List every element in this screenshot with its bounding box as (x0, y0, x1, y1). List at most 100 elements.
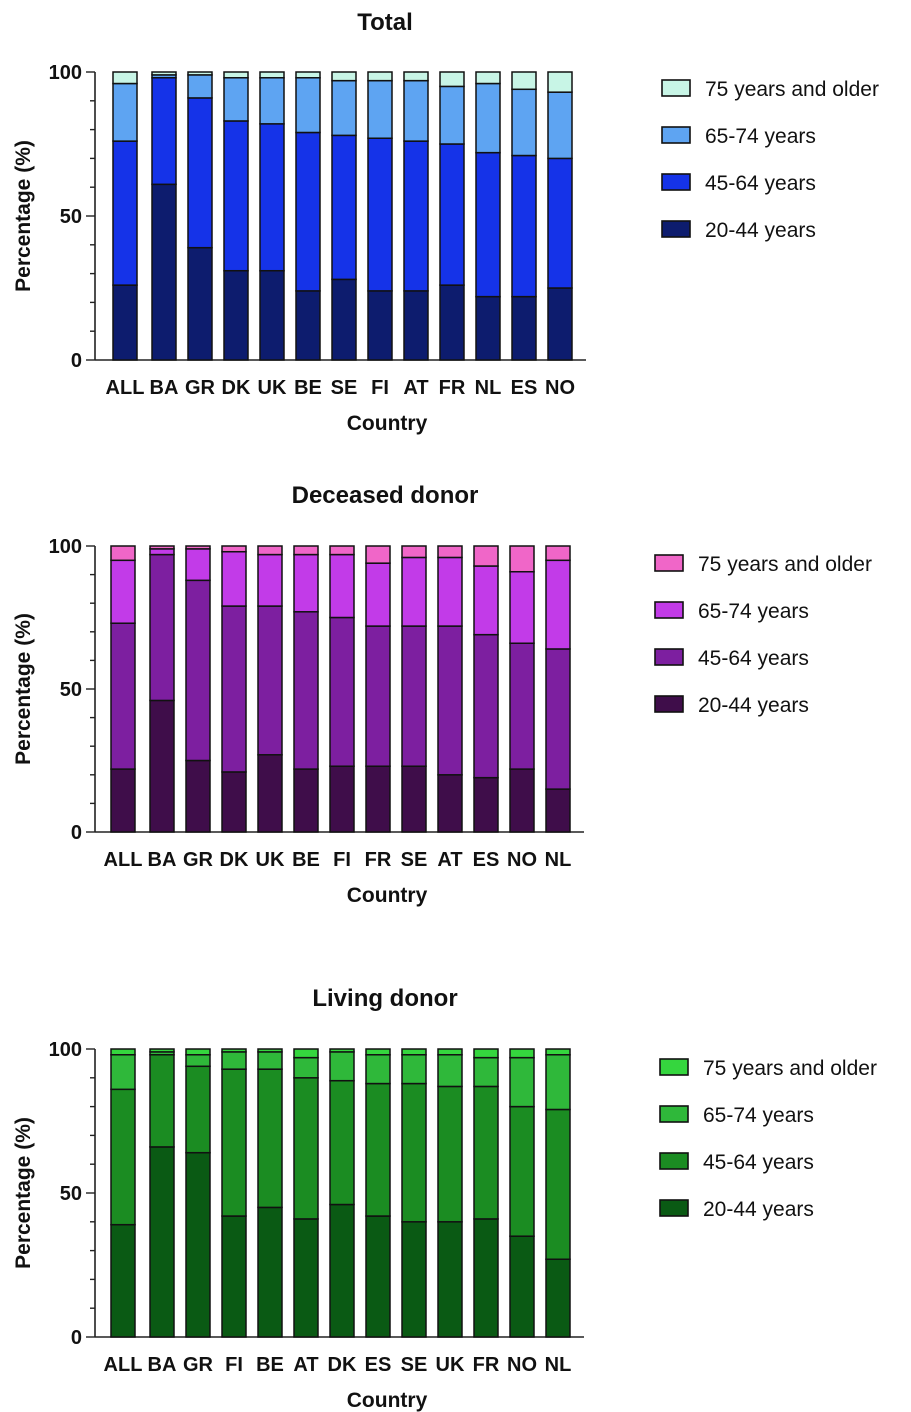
bar-segment-dk-1 (329, 1203, 355, 1338)
bar-segment-be-3 (293, 553, 319, 613)
bar-segment-at-4 (293, 1048, 319, 1059)
bar-segment-no-1 (509, 768, 535, 833)
bar-segment-be-4 (295, 71, 321, 79)
bar-segment-fi-1 (329, 765, 355, 833)
bar-segment-fi-2 (329, 616, 355, 767)
x-tick-label: SE (331, 377, 358, 399)
legend-swatch (659, 1058, 689, 1076)
legend-swatch (654, 554, 684, 572)
bar-segment-gr-1 (185, 759, 211, 833)
legend-swatch (654, 648, 684, 666)
bar-segment-fr-2 (473, 1085, 499, 1220)
bar-segment-gr-2 (185, 579, 211, 762)
bar-segment-all-4 (112, 71, 138, 85)
bar-segment-gr-1 (185, 1151, 211, 1338)
bar-segment-nl-4 (475, 71, 501, 85)
x-tick-label: GR (183, 1354, 214, 1376)
bar-segment-at-1 (293, 1218, 319, 1338)
x-tick-label: FI (333, 849, 351, 871)
x-tick-label: SE (401, 1354, 428, 1376)
bar-segment-be-1 (295, 290, 321, 361)
bar-segment-se-4 (331, 71, 357, 82)
bar-segment-es-4 (365, 1048, 391, 1056)
bar-segment-no-3 (509, 570, 535, 644)
x-tick-label: BA (148, 1354, 177, 1376)
chart-title: Living donor (312, 985, 457, 1012)
legend-label: 20-44 years (703, 1198, 814, 1221)
bar-segment-uk-3 (437, 1054, 463, 1088)
x-tick-label: DK (220, 849, 249, 871)
bar-segment-nl-4 (545, 545, 571, 562)
bar-segment-no-3 (547, 91, 573, 160)
bar-segment-dk-3 (223, 77, 249, 122)
bar-segment-se-2 (401, 1082, 427, 1223)
bar-segment-fr-3 (439, 85, 465, 145)
x-tick-label: NL (545, 849, 572, 871)
bar-segment-dk-3 (221, 550, 247, 607)
bar-segment-be-1 (293, 768, 319, 833)
bar-segment-ba-3 (149, 548, 175, 556)
bar-segment-ba-1 (149, 1146, 175, 1338)
legend-swatch (661, 79, 691, 97)
y-tick-label: 0 (71, 350, 82, 372)
legend-label: 45-64 years (705, 172, 816, 195)
x-tick-label: AT (403, 377, 428, 399)
legend-label: 65-74 years (698, 600, 809, 623)
legend-label: 75 years and older (703, 1057, 877, 1080)
bar-segment-gr-3 (187, 74, 213, 99)
bar-segment-nl-1 (545, 1258, 571, 1338)
legend-label: 20-44 years (705, 219, 816, 242)
bar-segment-fr-1 (473, 1218, 499, 1338)
bar-segment-fi-4 (329, 545, 355, 556)
bar-segment-uk-3 (257, 553, 283, 607)
bar-segment-no-2 (509, 642, 535, 770)
x-tick-label: BE (256, 1354, 284, 1376)
x-tick-label: FI (371, 377, 389, 399)
bar-segment-uk-3 (259, 77, 285, 125)
x-tick-label: FI (225, 1354, 243, 1376)
x-axis-label: Country (347, 884, 428, 907)
bar-segment-se-3 (331, 79, 357, 137)
bar-segment-no-4 (509, 545, 535, 573)
x-tick-label: ES (365, 1354, 392, 1376)
bar-segment-at-1 (403, 290, 429, 361)
x-tick-label: ALL (104, 849, 143, 871)
bar-segment-fi-3 (221, 1051, 247, 1070)
bar-segment-nl-3 (475, 82, 501, 154)
y-axis-label: Percentage (%) (12, 140, 35, 292)
legend-swatch (661, 126, 691, 144)
bar-segment-es-4 (511, 71, 537, 91)
bar-segment-se-3 (401, 1054, 427, 1085)
bar-segment-be-3 (295, 77, 321, 134)
x-tick-label: BA (150, 377, 179, 399)
bar-segment-no-1 (509, 1235, 535, 1338)
bar-segment-no-4 (547, 71, 573, 93)
bar-segment-no-2 (547, 157, 573, 289)
bar-segment-gr-4 (185, 545, 211, 550)
bar-segment-fi-1 (367, 290, 393, 361)
bar-segment-dk-1 (221, 771, 247, 833)
x-tick-label: NL (545, 1354, 572, 1376)
bar-segment-all-3 (110, 559, 136, 624)
y-axis-label: Percentage (%) (12, 613, 35, 765)
legend-swatch (659, 1105, 689, 1123)
bar-segment-dk-3 (329, 1051, 355, 1082)
x-tick-label: DK (328, 1354, 357, 1376)
legend-swatch (661, 220, 691, 238)
bar-segment-all-2 (110, 622, 136, 770)
bar-segment-dk-4 (221, 545, 247, 553)
bar-segment-fr-1 (439, 284, 465, 361)
bar-segment-se-4 (401, 1048, 427, 1056)
bar-segment-no-1 (547, 287, 573, 361)
x-tick-label: BE (292, 849, 320, 871)
bar-segment-se-1 (401, 765, 427, 833)
x-tick-label: NO (507, 849, 537, 871)
bar-segment-fr-4 (439, 71, 465, 88)
bar-segment-gr-3 (185, 548, 211, 582)
legend: 75 years and older 65-74 years 45-64 years… (661, 78, 879, 242)
bar-segment-dk-4 (329, 1048, 355, 1053)
x-tick-label: SE (401, 849, 428, 871)
bar-segment-all-2 (110, 1088, 136, 1226)
legend: 75 years and older 65-74 years 45-64 years… (659, 1057, 877, 1221)
bar-segment-dk-2 (221, 605, 247, 773)
